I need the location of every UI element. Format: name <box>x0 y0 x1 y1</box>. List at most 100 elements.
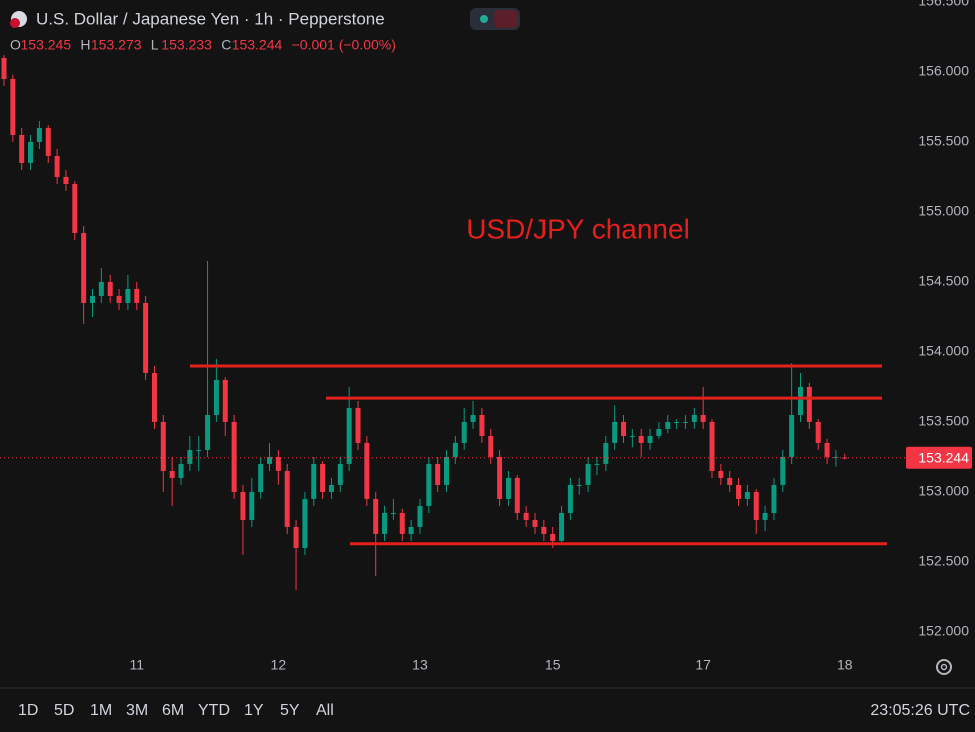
candle-body <box>488 435 494 457</box>
candle-body <box>682 421 688 423</box>
y-tick-label: 153.000 <box>918 483 969 499</box>
candle-body <box>665 421 671 429</box>
annotation: USD/JPY channel <box>466 213 690 244</box>
candle-body <box>523 512 529 520</box>
x-tick-label: 13 <box>412 657 428 673</box>
candle-body <box>647 435 653 443</box>
candle-body <box>612 421 618 443</box>
settings-hub <box>940 663 948 671</box>
ohlc-key: O <box>10 37 21 53</box>
symbol-title: U.S. Dollar / Japanese Yen · 1h · Pepper… <box>36 9 385 28</box>
candle-body <box>780 456 786 485</box>
candle-body <box>125 288 131 303</box>
candle-body <box>240 491 246 520</box>
ohlc-key: H <box>80 37 90 53</box>
ohlc-key: C <box>221 37 231 53</box>
candle-body <box>151 372 157 422</box>
candle-body <box>1 57 7 79</box>
candle-body <box>656 428 662 436</box>
candle-body <box>727 477 733 485</box>
candle-body <box>444 456 449 485</box>
candle-body <box>205 414 211 450</box>
candle-body <box>550 533 556 541</box>
candle-body <box>497 456 503 499</box>
candle-body <box>284 470 290 527</box>
range-button[interactable]: 6M <box>162 702 184 719</box>
y-tick-label: 155.000 <box>918 203 969 219</box>
candle-body <box>798 386 803 415</box>
range-button[interactable]: YTD <box>198 702 230 719</box>
last-price-label: 153.244 <box>918 449 969 465</box>
range-button[interactable]: 5Y <box>280 702 300 719</box>
candle-body <box>718 470 724 478</box>
ohlc-change: −0.001 (−0.00%) <box>292 37 396 53</box>
range-button[interactable]: 1M <box>90 702 112 719</box>
candle-body <box>585 463 591 485</box>
candle-body <box>736 484 742 499</box>
candle-body <box>328 484 334 492</box>
candle-body <box>833 456 839 458</box>
candle-body <box>178 463 184 478</box>
range-button[interactable]: 5D <box>54 702 74 719</box>
y-tick-label: 154.000 <box>918 343 969 359</box>
x-tick-label: 11 <box>129 657 144 673</box>
candle-body <box>19 134 25 163</box>
x-tick-label: 17 <box>695 657 711 673</box>
candle-body <box>638 435 644 443</box>
candle-body <box>81 232 87 303</box>
x-tick-label: 18 <box>837 657 853 673</box>
candle-body <box>621 421 626 436</box>
candle-body <box>426 463 432 506</box>
status-badge <box>494 10 518 28</box>
candle-body <box>514 477 520 513</box>
candle-body <box>107 281 113 296</box>
range-button[interactable]: All <box>316 702 334 719</box>
candle-body <box>390 512 396 514</box>
candle-body <box>762 512 768 520</box>
ohlc-value: 153.273 <box>91 37 142 53</box>
ohlc-line: O 153.245 H 153.273 L 153.233 C 153.244 −0.001 (… <box>10 37 396 53</box>
flag-icon-jp <box>10 18 20 28</box>
settings-gear <box>936 659 952 675</box>
y-tick-label: 155.500 <box>918 133 969 149</box>
candle-body <box>222 379 228 422</box>
candle-body <box>267 456 272 464</box>
ohlc-value: 153.245 <box>21 37 72 53</box>
candle-body <box>603 442 609 464</box>
toolbar: 1D 5D 1M 3M 6M YTD 1Y 5Y All <box>18 702 334 719</box>
candle-body <box>213 379 219 415</box>
candle-body <box>320 463 326 492</box>
candle-body <box>408 526 414 534</box>
candle-body <box>302 498 308 548</box>
candle-body <box>629 435 635 437</box>
candle-body <box>364 442 370 499</box>
candle-body <box>691 414 697 422</box>
range-button[interactable]: 1D <box>18 702 38 719</box>
y-tick-label: 156.000 <box>918 63 969 79</box>
candle-body <box>505 477 511 499</box>
candle-body <box>470 414 476 422</box>
candle-body <box>311 463 317 499</box>
candle-body <box>293 526 299 548</box>
candle-body <box>824 442 830 457</box>
candle-body <box>134 288 140 303</box>
candle-body <box>98 281 104 296</box>
candle-body <box>479 414 485 436</box>
ohlc-key: L <box>151 37 159 53</box>
candle-body <box>435 463 441 485</box>
range-button[interactable]: 3M <box>126 702 148 719</box>
candle-body <box>63 176 69 184</box>
candle-body <box>196 449 202 451</box>
candle-body <box>275 456 281 471</box>
settings-icon[interactable] <box>936 659 952 675</box>
candle-body <box>399 512 405 534</box>
range-button[interactable]: 1Y <box>244 702 264 719</box>
candle-body <box>541 526 547 534</box>
candle-body <box>674 421 680 423</box>
clock: 23:05:26 UTC <box>870 702 970 719</box>
candle-body <box>567 484 573 513</box>
candle-body <box>559 512 565 541</box>
candle-body <box>789 414 795 457</box>
